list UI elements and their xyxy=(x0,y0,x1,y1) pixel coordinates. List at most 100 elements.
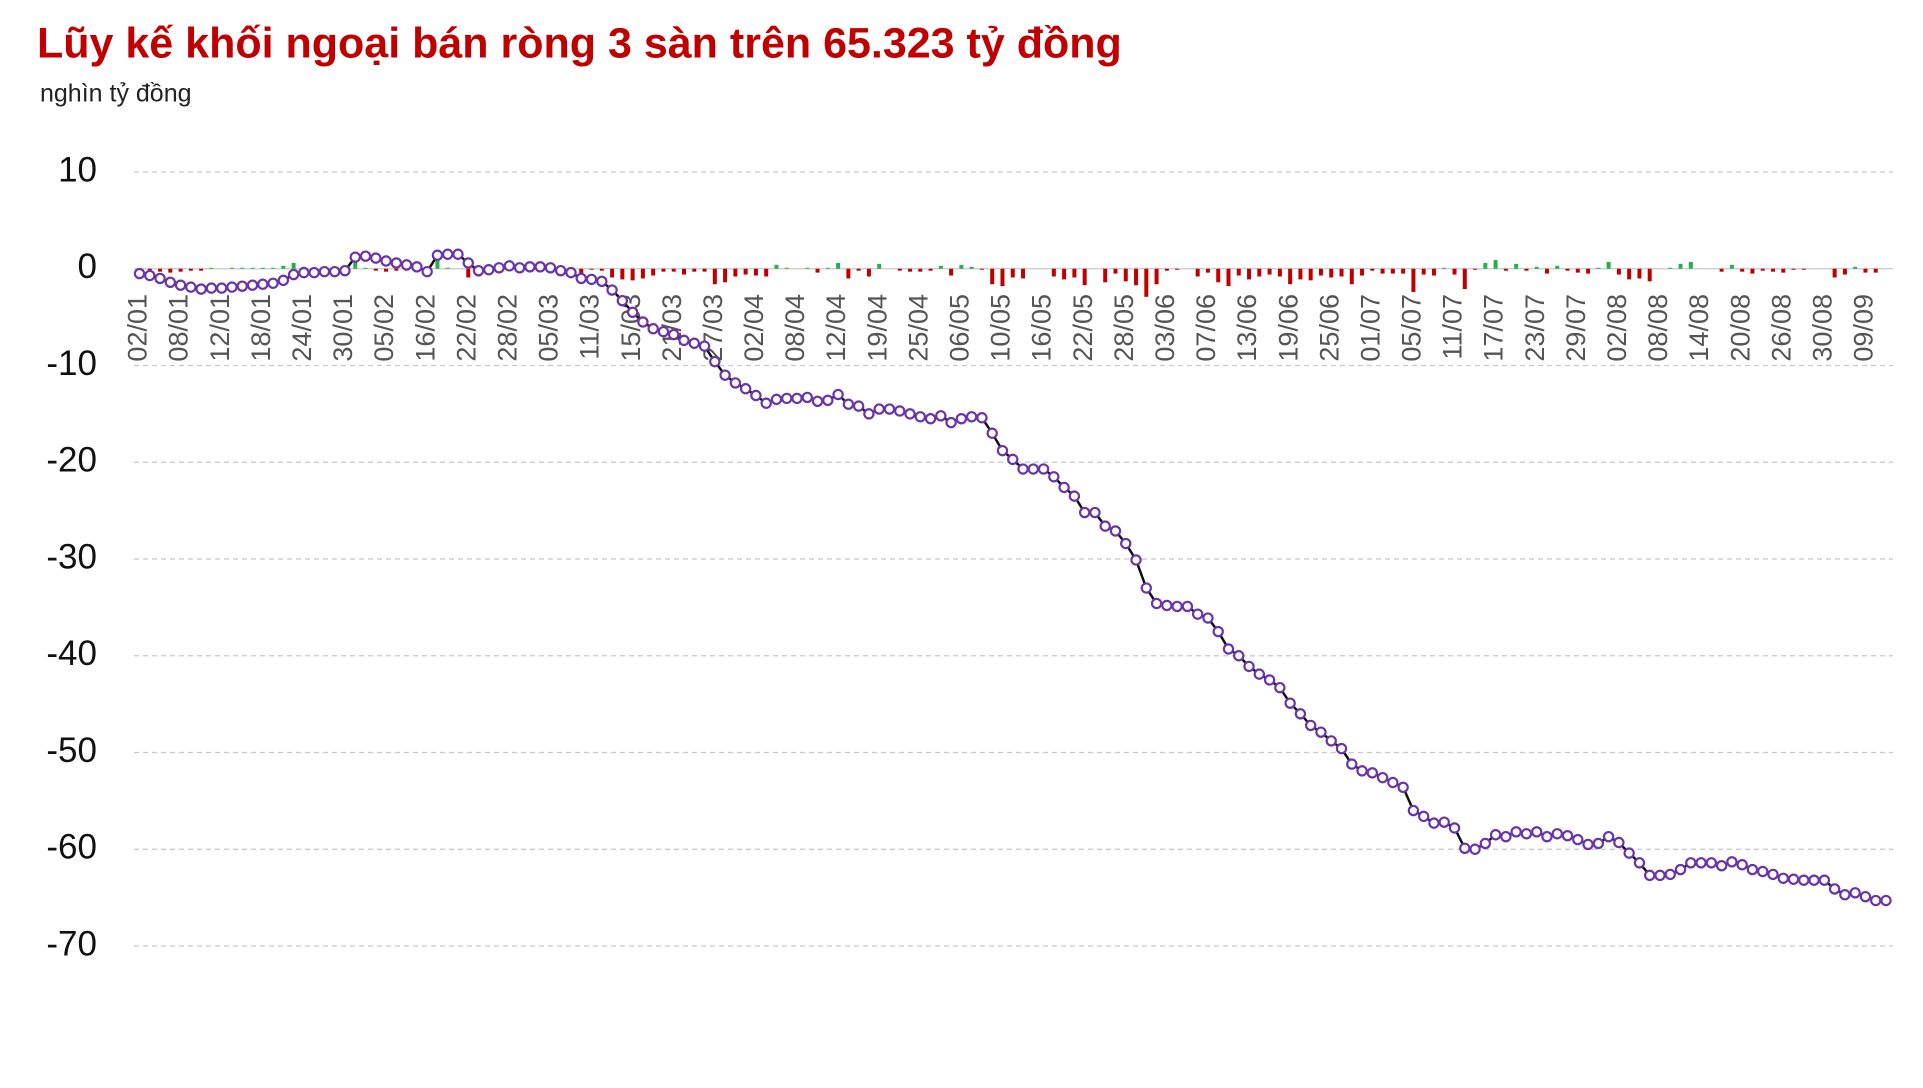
x-tick-label: 17/07 xyxy=(1479,294,1509,362)
bar xyxy=(579,268,584,275)
bar xyxy=(620,268,625,280)
bar xyxy=(630,268,635,281)
point xyxy=(1572,833,1584,846)
point xyxy=(852,400,865,412)
point xyxy=(1058,481,1070,494)
y-tick-label: -40 xyxy=(46,634,97,673)
point xyxy=(359,250,372,262)
point xyxy=(1387,776,1399,789)
x-tick-label: 16/05 xyxy=(1027,294,1057,362)
point xyxy=(503,260,516,272)
point xyxy=(811,395,824,407)
point xyxy=(1191,608,1204,620)
bar xyxy=(733,268,738,277)
bar xyxy=(1164,268,1169,271)
point xyxy=(544,262,557,274)
point xyxy=(1304,719,1317,732)
point xyxy=(750,389,762,402)
point xyxy=(1171,600,1183,613)
x-tick-label: 10/05 xyxy=(986,294,1016,362)
point xyxy=(1428,817,1440,829)
point xyxy=(1469,843,1481,855)
point xyxy=(349,251,361,263)
point xyxy=(1767,868,1779,881)
point xyxy=(195,283,207,295)
bar xyxy=(1483,262,1488,269)
point xyxy=(400,259,413,271)
point xyxy=(370,252,382,264)
point xyxy=(1746,863,1759,876)
point xyxy=(1479,837,1492,850)
point xyxy=(668,328,680,341)
point xyxy=(1007,453,1019,466)
point xyxy=(1243,660,1255,673)
bar xyxy=(1072,268,1077,278)
x-tick-label: 09/09 xyxy=(1849,294,1879,362)
point xyxy=(709,355,721,368)
point xyxy=(1448,822,1461,834)
point xyxy=(1366,767,1379,779)
point xyxy=(883,403,896,415)
bar xyxy=(250,267,255,269)
bar xyxy=(1360,268,1365,276)
point xyxy=(1726,856,1738,868)
point xyxy=(698,340,711,352)
bar xyxy=(1123,268,1128,282)
bar xyxy=(1462,268,1467,290)
bar xyxy=(1750,268,1755,274)
bar xyxy=(815,268,820,273)
point xyxy=(1644,869,1656,882)
point xyxy=(781,392,793,405)
bar xyxy=(712,268,717,285)
point xyxy=(442,248,454,260)
point xyxy=(524,261,536,273)
bar xyxy=(702,268,707,272)
bar xyxy=(147,268,152,271)
point xyxy=(1212,625,1224,638)
point xyxy=(1849,887,1861,899)
bar xyxy=(856,268,861,271)
point xyxy=(1222,643,1235,655)
bar xyxy=(209,267,214,269)
point xyxy=(770,393,783,406)
point xyxy=(1664,868,1676,881)
point xyxy=(914,411,926,423)
point xyxy=(1880,894,1892,907)
point xyxy=(1407,804,1420,817)
point xyxy=(1109,525,1122,537)
y-tick-label: -10 xyxy=(46,344,97,383)
bar xyxy=(384,268,389,272)
bar xyxy=(1473,268,1478,270)
bar xyxy=(188,268,193,271)
point xyxy=(1592,837,1605,850)
bar xyxy=(610,268,615,278)
bar xyxy=(1195,268,1200,277)
point xyxy=(1695,857,1707,869)
point xyxy=(935,410,947,422)
bar xyxy=(774,264,779,269)
point xyxy=(205,282,218,294)
x-tick-label: 05/07 xyxy=(1397,294,1427,362)
point xyxy=(1500,830,1512,843)
bar xyxy=(168,268,173,273)
point xyxy=(555,264,567,277)
point xyxy=(1161,599,1173,612)
point xyxy=(1510,826,1522,838)
bar xyxy=(1719,268,1724,272)
bar xyxy=(1842,268,1847,275)
bar xyxy=(1760,268,1765,271)
point xyxy=(1150,597,1163,610)
point xyxy=(513,262,526,274)
point xyxy=(739,383,752,395)
bar xyxy=(445,267,450,269)
point xyxy=(1140,582,1153,594)
bar xyxy=(1154,268,1159,285)
point xyxy=(462,257,474,269)
bar xyxy=(1565,268,1570,271)
x-tick-label: 06/05 xyxy=(945,294,975,362)
point xyxy=(452,248,464,260)
bar xyxy=(1288,268,1293,285)
bar xyxy=(599,268,604,271)
bar xyxy=(1596,267,1601,269)
bar xyxy=(1318,268,1323,276)
